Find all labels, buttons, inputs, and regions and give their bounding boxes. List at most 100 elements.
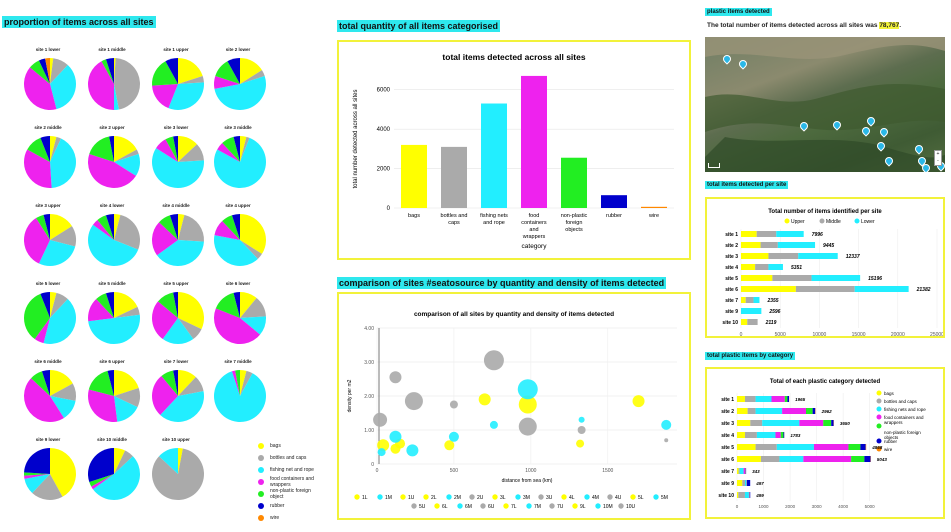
pie-chart bbox=[87, 58, 140, 110]
x-tick: 25000 bbox=[930, 332, 943, 336]
pie-slice bbox=[50, 214, 72, 240]
legend-label: 6L bbox=[442, 504, 448, 510]
pie-slice bbox=[88, 370, 114, 396]
row-total: 499 bbox=[755, 493, 764, 498]
x-tick: foreign bbox=[566, 220, 583, 226]
zoom-control[interactable]: + - bbox=[934, 150, 942, 166]
pie-slice bbox=[107, 370, 114, 396]
x-tick: caps bbox=[448, 220, 460, 226]
row-label: site 10 bbox=[722, 320, 738, 326]
x-tick: 0 bbox=[376, 468, 379, 474]
pie-slice bbox=[50, 292, 68, 318]
site-stack-panel: Total number of items identified per sit… bbox=[705, 197, 945, 338]
row-label: site 2 bbox=[725, 243, 738, 249]
stack-segment bbox=[741, 286, 796, 292]
pie-slice bbox=[159, 215, 178, 240]
row-label: site 6 bbox=[725, 287, 738, 293]
stack-segment bbox=[741, 275, 773, 281]
pie-slice bbox=[152, 375, 178, 415]
pie-slice bbox=[114, 450, 133, 474]
pie-slice bbox=[114, 306, 140, 318]
row-total: 1783 bbox=[790, 433, 801, 438]
bubble bbox=[664, 438, 669, 443]
pie-slice bbox=[173, 370, 178, 396]
map-view[interactable]: + - bbox=[705, 37, 945, 172]
pie-title: site 7 lower bbox=[163, 359, 189, 364]
stack-segment bbox=[745, 297, 754, 303]
legend-swatch bbox=[876, 406, 882, 412]
bubble bbox=[518, 395, 537, 414]
pie-slice bbox=[114, 396, 138, 422]
pie-slice bbox=[50, 136, 62, 162]
row-label: site 3 bbox=[721, 421, 734, 427]
legend-label: 10U bbox=[626, 504, 636, 510]
pie-slice bbox=[114, 370, 139, 396]
y-axis-label: total number detected across all sites bbox=[353, 89, 359, 188]
row-label: site 2 bbox=[721, 409, 734, 415]
row-total: 5351 bbox=[791, 265, 802, 271]
pie-slice bbox=[165, 136, 178, 162]
pie-title: site 6 lower bbox=[225, 281, 251, 286]
legend-label: 6M bbox=[465, 504, 472, 510]
legend-label: 3U bbox=[546, 495, 553, 501]
stack-segment bbox=[737, 420, 751, 426]
bar bbox=[601, 195, 627, 208]
stack-segment bbox=[798, 253, 838, 259]
legend-label: 5M bbox=[661, 495, 668, 501]
bar bbox=[641, 206, 667, 208]
stack-segment bbox=[741, 308, 762, 314]
x-tick: and rope bbox=[483, 220, 505, 226]
x-tick: 5000 bbox=[775, 332, 786, 336]
bubble bbox=[632, 395, 645, 408]
pie-slice bbox=[38, 58, 50, 84]
legend-swatch bbox=[784, 218, 790, 224]
legend-label: 5L bbox=[638, 495, 644, 501]
pie-slice bbox=[23, 378, 64, 422]
pie-legend-item: food containers and wrappers bbox=[258, 476, 318, 488]
plastic-total-sentence: The total number of items detected acros… bbox=[707, 22, 901, 29]
pie-slice bbox=[227, 58, 240, 84]
legend-swatch bbox=[538, 494, 544, 500]
pie-slice bbox=[114, 387, 140, 408]
pie-slice bbox=[157, 292, 178, 318]
stack-segment bbox=[744, 492, 749, 498]
stack-segment bbox=[737, 480, 743, 486]
legend-label: 2M bbox=[454, 495, 461, 501]
legend-label-cont: wrappers bbox=[884, 420, 903, 425]
pie-slice bbox=[152, 301, 178, 340]
bar bbox=[441, 146, 467, 208]
pie-slice bbox=[161, 370, 178, 396]
pie-chart bbox=[152, 370, 204, 422]
legend-label: 6U bbox=[488, 504, 495, 510]
stack-segment bbox=[742, 480, 745, 486]
y-tick: 0 bbox=[371, 462, 374, 468]
legend-label: bottles and caps bbox=[270, 455, 307, 461]
pie-slice bbox=[105, 58, 114, 84]
legend-label: Middle bbox=[826, 219, 841, 225]
legend-swatch bbox=[653, 494, 659, 500]
legend-swatch bbox=[607, 494, 613, 500]
stack-segment bbox=[864, 456, 871, 462]
legend-label: 7U bbox=[557, 504, 564, 510]
y-tick: 2000 bbox=[377, 167, 391, 173]
legend-label: 3L bbox=[500, 495, 506, 501]
row-total: 4868 bbox=[871, 445, 883, 450]
pie-slice bbox=[114, 214, 121, 240]
bubble bbox=[404, 392, 423, 411]
pie-slice bbox=[240, 316, 266, 335]
stack-segment bbox=[744, 432, 757, 438]
legend-label: 1L bbox=[362, 495, 368, 501]
row-total: 12337 bbox=[846, 254, 860, 260]
pie-slice bbox=[36, 214, 50, 240]
pie-slice bbox=[88, 299, 114, 322]
pie-slice bbox=[88, 224, 139, 266]
pie-legend-item: bags bbox=[258, 440, 318, 452]
legend-swatch bbox=[595, 503, 601, 509]
pie-chart bbox=[214, 292, 266, 344]
pie-chart bbox=[152, 292, 204, 344]
pie-slice bbox=[89, 136, 114, 162]
row-label: site 6 bbox=[721, 457, 734, 463]
legend-label: Upper bbox=[791, 219, 805, 225]
legend-label: Lower bbox=[861, 219, 875, 225]
row-total: 9445 bbox=[823, 243, 834, 249]
